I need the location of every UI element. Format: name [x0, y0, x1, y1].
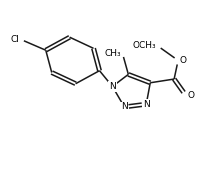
Text: CH₃: CH₃ [105, 49, 121, 57]
Text: N: N [143, 100, 150, 109]
Text: O: O [180, 56, 187, 65]
Text: N: N [109, 82, 116, 91]
Text: OCH₃: OCH₃ [133, 41, 156, 50]
Text: N: N [121, 102, 128, 111]
Text: Cl: Cl [10, 35, 19, 44]
Text: O: O [188, 91, 195, 100]
